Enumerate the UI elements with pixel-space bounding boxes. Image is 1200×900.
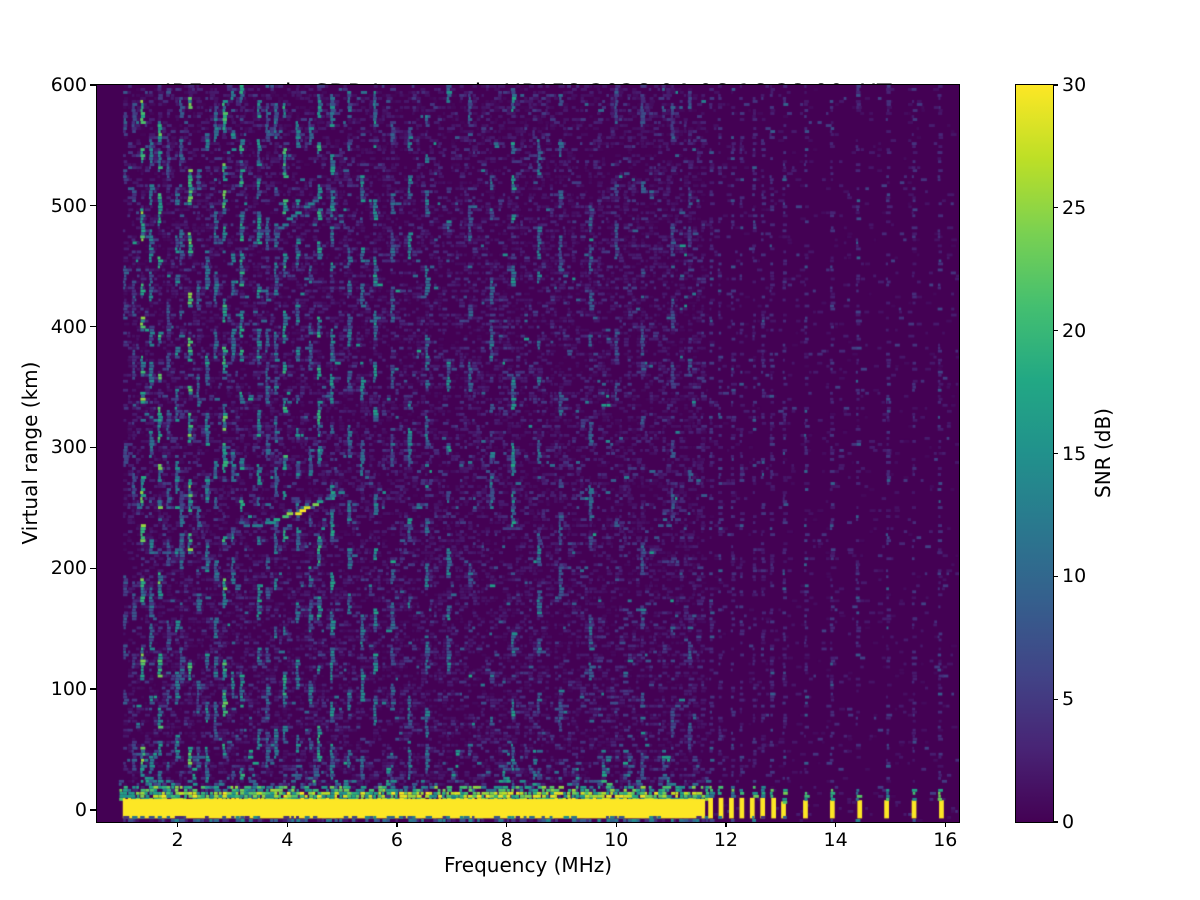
colorbar-tick-label: 15 [1062,442,1087,465]
x-tick-mark [835,822,837,827]
y-tick-mark [90,809,96,811]
x-axis-label: Frequency (MHz) [443,853,613,877]
y-tick-label: 100 [50,678,87,701]
y-tick-label: 0 [74,798,87,821]
colorbar-gradient [1016,85,1053,822]
x-tick-label: 8 [500,829,513,851]
colorbar [1015,84,1054,823]
colorbar-tick-mark [1053,84,1058,86]
x-tick-label: 2 [171,829,184,851]
y-tick-label: 200 [50,557,87,580]
colorbar-tick-mark [1053,698,1058,700]
colorbar-tick-mark [1053,821,1058,823]
colorbar-tick-label: 30 [1062,74,1087,96]
colorbar-tick-mark [1053,575,1058,577]
y-tick-mark [90,84,96,86]
x-tick-mark [286,822,288,827]
x-tick-label: 4 [281,829,294,851]
y-tick-label: 600 [50,74,87,96]
x-tick-mark [615,822,617,827]
heatmap-canvas [97,85,959,822]
colorbar-tick-label: 20 [1062,319,1087,342]
x-tick-label: 14 [823,829,848,851]
colorbar-tick-label: 5 [1062,688,1075,711]
y-tick-mark [90,567,96,569]
colorbar-tick-label: 10 [1062,565,1087,588]
plot-area [96,84,960,823]
y-tick-label: 500 [50,194,87,217]
y-tick-mark [90,688,96,690]
x-tick-label: 16 [933,829,958,851]
y-tick-label: 400 [50,315,87,338]
colorbar-tick-label: 25 [1062,196,1087,219]
x-tick-mark [396,822,398,827]
colorbar-tick-mark [1053,452,1058,455]
colorbar-tick-mark [1053,207,1058,209]
x-tick-mark [944,822,946,827]
x-tick-mark [725,822,727,827]
y-tick-label: 300 [50,436,87,459]
colorbar-tick-mark [1053,330,1058,332]
x-tick-mark [506,822,508,827]
x-tick-label: 10 [604,829,629,851]
y-tick-mark [90,326,96,328]
colorbar-tick-label: 0 [1062,811,1075,833]
y-tick-mark [90,446,96,449]
x-tick-label: 6 [390,829,403,851]
x-tick-label: 12 [713,829,739,851]
y-tick-mark [90,205,96,207]
x-tick-mark [177,822,179,827]
